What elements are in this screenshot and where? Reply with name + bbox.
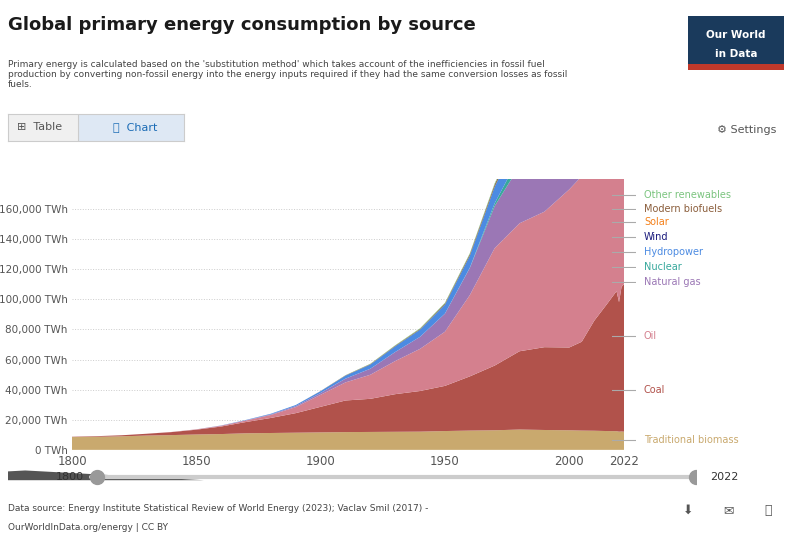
Text: OurWorldInData.org/energy | CC BY: OurWorldInData.org/energy | CC BY — [8, 523, 168, 532]
Text: Global primary energy consumption by source: Global primary energy consumption by sou… — [8, 16, 476, 34]
Text: Other renewables: Other renewables — [644, 190, 731, 200]
Text: Coal: Coal — [644, 385, 666, 395]
Text: Wind: Wind — [644, 233, 669, 242]
Text: Our World: Our World — [706, 30, 766, 40]
Text: ✉: ✉ — [722, 504, 734, 517]
Text: in Data: in Data — [714, 49, 758, 59]
Text: 2022: 2022 — [710, 472, 738, 482]
Text: Natural gas: Natural gas — [644, 277, 701, 287]
Text: ⊞  Table: ⊞ Table — [17, 122, 62, 132]
Text: Traditional biomass: Traditional biomass — [644, 435, 738, 445]
Text: 📈  Chart: 📈 Chart — [113, 122, 157, 132]
Text: Primary energy is calculated based on the 'substitution method' which takes acco: Primary energy is calculated based on th… — [8, 60, 567, 89]
Bar — [688, 64, 784, 70]
Text: Solar: Solar — [644, 217, 669, 227]
Text: Hydropower: Hydropower — [644, 247, 703, 257]
Text: Data source: Energy Institute Statistical Review of World Energy (2023); Vaclav : Data source: Energy Institute Statistica… — [8, 504, 431, 513]
Text: Nuclear: Nuclear — [644, 262, 682, 272]
Text: 1800: 1800 — [56, 472, 84, 482]
Text: ⚙ Settings: ⚙ Settings — [717, 125, 776, 134]
Text: ⬇: ⬇ — [682, 504, 694, 517]
Bar — [78, 114, 184, 141]
Text: Oil: Oil — [644, 331, 657, 341]
Text: ⤢: ⤢ — [764, 504, 772, 517]
Text: Modern biofuels: Modern biofuels — [644, 204, 722, 214]
